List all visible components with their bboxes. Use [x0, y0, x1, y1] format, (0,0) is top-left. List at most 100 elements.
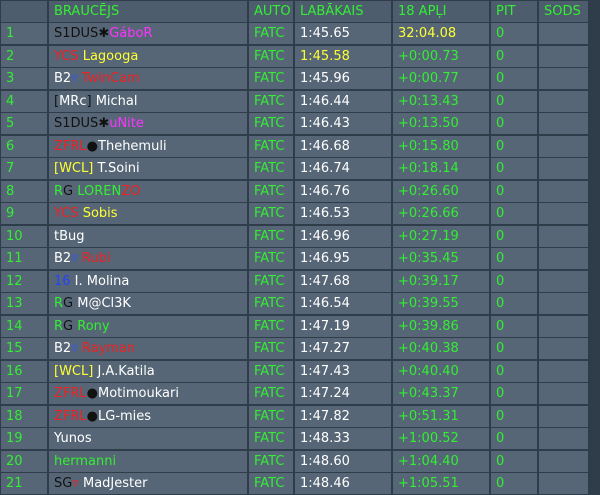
gap: +0:26.60 — [393, 180, 489, 202]
penalty — [539, 338, 588, 360]
position: 21 — [1, 473, 47, 495]
best-lap: 1:47.82 — [295, 405, 391, 427]
penalty — [539, 383, 588, 405]
car: FATC — [249, 450, 293, 472]
pit-stops: 0 — [491, 293, 537, 315]
driver-name-part: J.A.Katila — [93, 363, 155, 379]
gap: +0:00.73 — [393, 45, 489, 67]
driver-name-part: ▿ — [71, 341, 78, 357]
standing-row: 18 ZFRL●LG-mies FATC 1:47.82 +0:51.31 0 — [0, 405, 600, 428]
best-lap: 1:46.53 — [295, 203, 391, 225]
car: FATC — [249, 45, 293, 67]
car: FATC — [249, 315, 293, 337]
driver-name-part: S1DUS — [54, 26, 99, 42]
position: 2 — [1, 45, 47, 67]
driver: RG M@Cl3K — [49, 293, 247, 315]
car: FATC — [249, 158, 293, 180]
standing-row: 17 ZFRL●Motimoukari FATC 1:47.24 +0:43.37 0 — [0, 383, 600, 406]
driver: [MRc] Michal — [49, 90, 247, 112]
penalty — [539, 293, 588, 315]
standing-row: 4 [MRc] Michal FATC 1:46.44 +0:13.43 0 — [0, 90, 600, 113]
car: FATC — [249, 248, 293, 270]
gap: +0:13.50 — [393, 113, 489, 135]
driver-name-part: 16 — [54, 273, 71, 289]
driver-name-part: R — [54, 318, 64, 334]
penalty — [539, 180, 588, 202]
driver-name-part: ZFRL — [54, 386, 87, 402]
driver-name-part: ▿ — [71, 71, 78, 87]
pit-stops: 0 — [491, 135, 537, 157]
standing-row: 12 16 I. Molina FATC 1:47.68 +0:39.17 0 — [0, 270, 600, 293]
standing-row: 19 Yunos FATC 1:48.33 +1:00.52 0 — [0, 428, 600, 451]
car: FATC — [249, 113, 293, 135]
standing-row: 8 RG LORENZO FATC 1:46.76 +0:26.60 0 — [0, 180, 600, 203]
driver-name-part: Rayman — [77, 341, 136, 357]
penalty — [539, 248, 588, 270]
driver-name-part: M@Cl3K — [73, 296, 131, 312]
gap: +0:39.55 — [393, 293, 489, 315]
driver-name-part: ● — [86, 138, 99, 154]
driver: B2▿ TwinCam — [49, 68, 247, 90]
standing-row: 14 RG Rony FATC 1:47.19 +0:39.86 0 — [0, 315, 600, 338]
driver: hermanni — [49, 450, 247, 472]
gap: +0:51.31 — [393, 405, 489, 427]
driver-name-part: MadJester — [78, 476, 148, 492]
header-row: BRAUCĒJS AUTO LABĀKAIS 18 APĻI PIT SODS — [0, 0, 600, 23]
penalty — [539, 135, 588, 157]
driver-name-part: G — [63, 296, 74, 312]
driver-name-part: hermanni — [54, 453, 117, 469]
driver-name-part: MRc — [59, 93, 87, 109]
standing-row: 11 B2▿ Rubi FATC 1:46.95 +0:35.45 0 — [0, 248, 600, 271]
position: 9 — [1, 203, 47, 225]
gap: +0:00.77 — [393, 68, 489, 90]
driver-name-part: Rubi — [77, 251, 111, 267]
gap: +0:35.45 — [393, 248, 489, 270]
driver-name-part: Lagooga — [78, 48, 139, 64]
pit-stops: 0 — [491, 225, 537, 247]
penalty — [539, 473, 588, 495]
gap: +0:40.38 — [393, 338, 489, 360]
best-lap: 1:47.43 — [295, 360, 391, 382]
position: 20 — [1, 450, 47, 472]
driver-name-part: ✱ — [98, 116, 110, 132]
position: 5 — [1, 113, 47, 135]
pit-stops: 0 — [491, 180, 537, 202]
best-lap: 1:46.44 — [295, 90, 391, 112]
header-cell: AUTO — [249, 0, 293, 22]
pit-stops: 0 — [491, 270, 537, 292]
penalty — [539, 113, 588, 135]
gap: +1:00.52 — [393, 428, 489, 450]
best-lap: 1:46.95 — [295, 248, 391, 270]
car: FATC — [249, 90, 293, 112]
pit-stops: 0 — [491, 473, 537, 495]
driver-name-part: [WCL] — [54, 363, 94, 379]
driver: tBug — [49, 225, 247, 247]
driver: S1DUS✱GáboR — [49, 23, 247, 45]
penalty — [539, 405, 588, 427]
best-lap: 1:46.68 — [295, 135, 391, 157]
driver-name-part: ZFRL — [54, 138, 87, 154]
driver-name-part: LG-mies — [98, 408, 152, 424]
pit-stops: 0 — [491, 68, 537, 90]
penalty — [539, 450, 588, 472]
best-lap: 1:45.96 — [295, 68, 391, 90]
car: FATC — [249, 270, 293, 292]
driver-name-part: [ — [54, 93, 60, 109]
driver-name-part: ZFRL — [54, 408, 87, 424]
penalty — [539, 428, 588, 450]
driver-name-part: T.Soini — [93, 161, 140, 177]
position: 10 — [1, 225, 47, 247]
pit-stops: 0 — [491, 450, 537, 472]
header-cell: PIT — [491, 0, 537, 22]
driver-name-part: ● — [86, 386, 99, 402]
driver-name-part: Sobis — [78, 206, 118, 222]
penalty — [539, 203, 588, 225]
driver-name-part: GáboR — [109, 26, 153, 42]
driver-name-part: TwinCam — [77, 71, 140, 87]
penalty — [539, 315, 588, 337]
driver-name-part: ▿ — [71, 251, 78, 267]
driver-name-part: Thehemuli — [98, 138, 167, 154]
best-lap: 1:48.60 — [295, 450, 391, 472]
standing-row: 10 tBug FATC 1:46.96 +0:27.19 0 — [0, 225, 600, 248]
